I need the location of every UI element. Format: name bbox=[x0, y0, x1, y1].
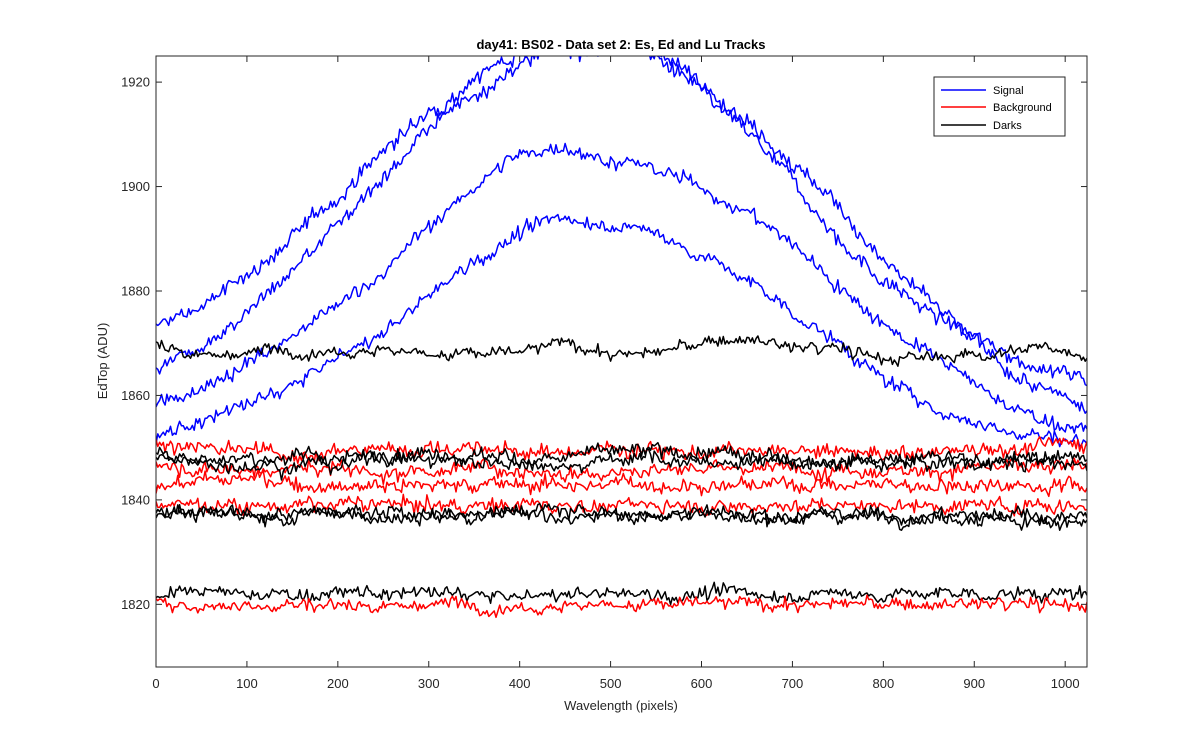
series-darks-line bbox=[156, 447, 1087, 481]
y-axis-label: EdTop (ADU) bbox=[95, 323, 110, 400]
x-tick-label: 400 bbox=[509, 676, 531, 691]
y-tick-label: 1900 bbox=[121, 179, 150, 194]
x-tick-label: 800 bbox=[872, 676, 894, 691]
chart-title: day41: BS02 - Data set 2: Es, Ed and Lu … bbox=[476, 37, 765, 52]
x-tick-label: 900 bbox=[963, 676, 985, 691]
y-tick-label: 1880 bbox=[121, 284, 150, 299]
series-signal-line bbox=[156, 56, 1087, 414]
series-background-line bbox=[156, 493, 1087, 517]
x-tick-label: 100 bbox=[236, 676, 258, 691]
x-tick-label: 300 bbox=[418, 676, 440, 691]
series-darks-line bbox=[156, 335, 1087, 367]
x-tick-label: 500 bbox=[600, 676, 622, 691]
axes-box bbox=[155, 55, 1088, 668]
series-signal-line bbox=[156, 56, 1087, 387]
series-darks-line bbox=[156, 441, 1087, 471]
series-darks-line bbox=[156, 504, 1087, 531]
tick-layer: 0 100 200 300 400 500 600 700 800 900 1000 1820 1840… bbox=[121, 56, 1087, 691]
x-tick-label: 600 bbox=[691, 676, 713, 691]
legend: Signal Background Darks bbox=[933, 76, 1066, 137]
x-tick-label: 1000 bbox=[1051, 676, 1080, 691]
y-tick-label: 1860 bbox=[121, 388, 150, 403]
x-tick-label: 200 bbox=[327, 676, 349, 691]
series-background-line bbox=[156, 594, 1087, 619]
y-tick-label: 1820 bbox=[121, 597, 150, 612]
series-signal-line bbox=[156, 142, 1087, 434]
legend-label-background: Background bbox=[993, 102, 1052, 114]
series-layer bbox=[156, 56, 1087, 619]
legend-box bbox=[933, 76, 1066, 137]
y-tick-label: 1920 bbox=[121, 75, 150, 90]
series-background-line bbox=[156, 457, 1087, 485]
x-axis-label: Wavelength (pixels) bbox=[564, 698, 678, 713]
series-signal-line bbox=[156, 213, 1087, 448]
series-background-line bbox=[156, 436, 1087, 465]
legend-label-darks: Darks bbox=[993, 120, 1022, 132]
plot-area bbox=[156, 56, 1087, 667]
x-tick-label: 0 bbox=[152, 676, 159, 691]
series-background-line bbox=[156, 469, 1087, 498]
y-tick-label: 1840 bbox=[121, 492, 150, 507]
x-tick-label: 700 bbox=[782, 676, 804, 691]
series-darks-line bbox=[156, 581, 1087, 606]
legend-label-signal: Signal bbox=[993, 85, 1024, 97]
